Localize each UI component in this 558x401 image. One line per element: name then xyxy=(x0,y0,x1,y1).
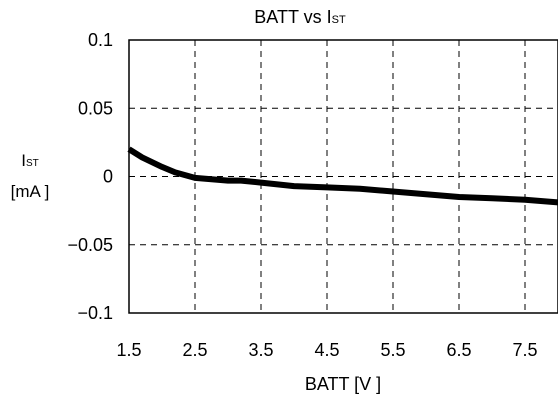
y-tick-label: −0.05 xyxy=(67,235,113,255)
y-axis-unit: [mA ] xyxy=(11,182,50,201)
x-tick-label: 5.5 xyxy=(380,340,405,360)
x-tick-label: 2.5 xyxy=(182,340,207,360)
x-tick-label: 6.5 xyxy=(446,340,471,360)
y-tick-label: −0.1 xyxy=(77,303,113,323)
x-tick-label: 4.5 xyxy=(314,340,339,360)
x-tick-label: 1.5 xyxy=(116,340,141,360)
y-tick-label: 0 xyxy=(103,167,113,187)
chart-title: BATT vs IST xyxy=(254,7,346,27)
y-axis-label: IST xyxy=(21,151,39,170)
y-tick-label: 0.1 xyxy=(88,30,113,50)
y-tick-label: 0.05 xyxy=(78,98,113,118)
x-tick-label: 3.5 xyxy=(248,340,273,360)
tick-labels: 1.5 2.5 3.5 4.5 5.5 6.5 7.5 0.1 0.05 0 −0.05 −0.1 xyxy=(67,30,537,360)
plot-frame xyxy=(128,39,558,314)
x-tick-label: 7.5 xyxy=(512,340,537,360)
series-layer xyxy=(127,146,558,206)
series-line xyxy=(127,146,558,206)
x-axis-label: BATT [V ] xyxy=(305,374,381,394)
